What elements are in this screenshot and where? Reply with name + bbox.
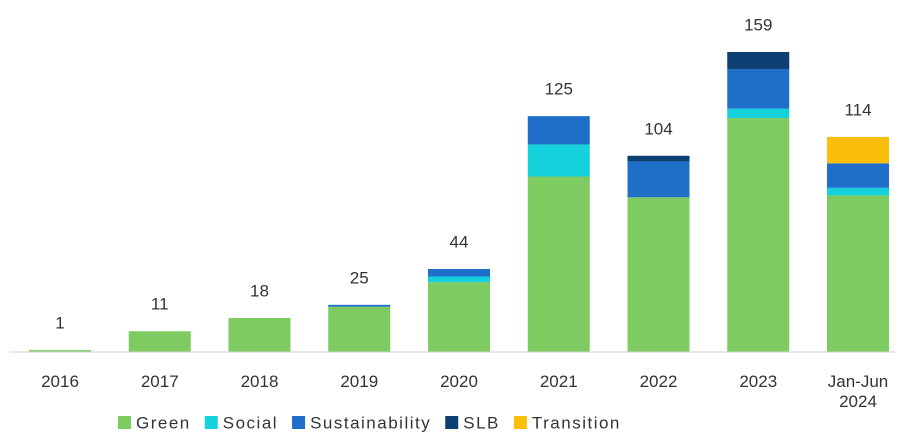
x-tick-label: 2022 (639, 372, 678, 391)
legend-swatch (292, 416, 306, 429)
bar-segment (428, 268, 490, 277)
x-tick-label: 2019 (340, 372, 379, 391)
legend-swatch (513, 416, 527, 429)
legend-label: Transition (532, 413, 621, 432)
bar-segment (328, 306, 391, 352)
bar-segment (827, 187, 889, 196)
bar-segment (428, 282, 490, 352)
bar-segment (827, 163, 889, 188)
total-label: 114 (844, 100, 871, 119)
bar-segment (627, 155, 690, 162)
bar-segment (527, 144, 590, 177)
total-label: 1 (55, 314, 64, 333)
bar-segment (827, 136, 889, 164)
x-tick-label: 2017 (140, 372, 179, 391)
legend-swatch (204, 416, 218, 429)
bar-segment (228, 318, 291, 352)
total-label: 11 (151, 295, 169, 314)
legend-label: Sustainability (310, 413, 431, 432)
bar-segment (527, 116, 590, 145)
x-tick-label: 2021 (539, 372, 578, 391)
x-tick-label: 2018 (240, 372, 279, 391)
bar-segment (727, 108, 790, 119)
x-tick-label: 2016 (41, 372, 79, 391)
bar-segment (827, 195, 889, 352)
legend-label: Social (223, 413, 278, 432)
bar-segment (29, 350, 91, 352)
bar-segment (727, 118, 790, 352)
bar-segment (627, 197, 690, 352)
total-label: 18 (250, 282, 269, 301)
legend-swatch (118, 416, 131, 429)
bar-segment (428, 276, 490, 283)
x-tick-label: 2023 (739, 372, 778, 391)
legend-swatch (445, 416, 459, 429)
total-label: 125 (545, 80, 573, 99)
total-label: 25 (350, 268, 369, 287)
x-tick-label: 2020 (440, 372, 478, 391)
total-label: 44 (450, 232, 469, 251)
bar-segment (727, 52, 790, 69)
total-label: 159 (744, 15, 772, 34)
legend-label: Green (136, 413, 191, 432)
bar-segment (128, 331, 191, 352)
x-tick-label: Jan-Jun 2024 (827, 372, 889, 411)
legend-label: SLB (463, 413, 500, 432)
total-label: 104 (644, 119, 672, 138)
bar-segment (727, 68, 790, 109)
bar-segment (527, 176, 590, 352)
bar-segment (328, 304, 391, 307)
bar-segment (627, 161, 690, 198)
